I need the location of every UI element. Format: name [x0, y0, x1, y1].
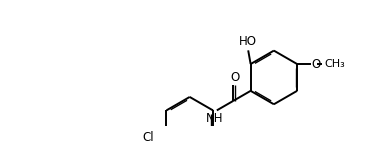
- Text: CH₃: CH₃: [325, 59, 345, 69]
- Text: O: O: [312, 57, 321, 70]
- Text: NH: NH: [206, 112, 224, 125]
- Text: HO: HO: [239, 35, 257, 48]
- Text: O: O: [230, 70, 239, 84]
- Text: Cl: Cl: [143, 131, 154, 144]
